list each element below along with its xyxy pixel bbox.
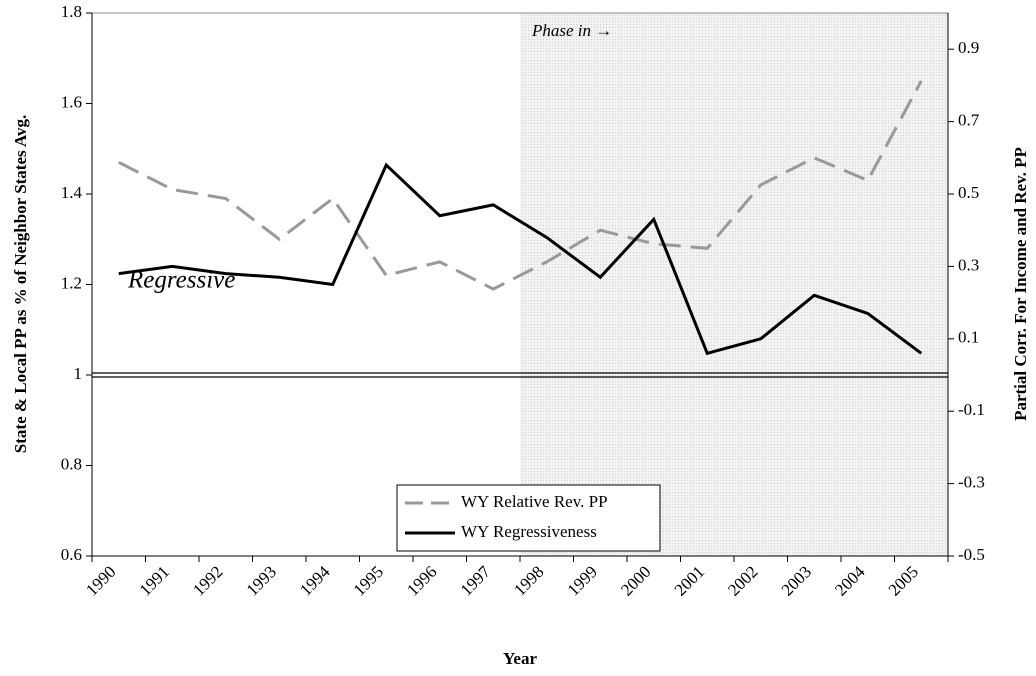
x-axis-label: Year [503,649,537,668]
y2-tick-label: -0.3 [958,473,985,492]
y2-tick-label: -0.5 [958,545,985,564]
legend-label: WY Relative Rev. PP [461,492,608,511]
x-tick-label: 2000 [617,562,654,599]
x-tick-label: 1992 [189,562,226,599]
x-tick-label: 2001 [671,562,708,599]
y2-axis-label: Partial Corr. For Income and Rev. PP [1011,147,1030,421]
annotation: Regressive [127,267,235,294]
y2-tick-label: 0.7 [958,111,980,130]
x-tick-label: 1994 [296,562,334,600]
x-tick-label: 1995 [350,562,387,599]
y2-tick-label: 0.3 [958,255,979,274]
y-tick-label: 0.6 [61,545,82,564]
x-tick-label: 2004 [831,562,869,600]
y-axis-label: State & Local PP as % of Neighbor States… [11,115,30,453]
annotation: Phase in → [531,21,612,40]
phase-in-region [520,13,948,556]
y-tick-label: 0.8 [61,454,82,473]
y-tick-label: 1 [74,364,83,383]
x-tick-label: 1996 [403,562,440,599]
x-tick-label: 1993 [243,562,280,599]
series-line [118,162,923,356]
y2-tick-label: 0.5 [958,183,979,202]
x-tick-label: 2005 [885,562,922,599]
y-tick-label: 1.6 [61,92,82,111]
y2-tick-label: 0.9 [958,38,979,57]
x-tick-label: 2003 [778,562,815,599]
x-tick-label: 1990 [82,562,119,599]
y-tick-label: 1.4 [61,183,83,202]
legend-label: WY Regressiveness [461,522,597,541]
y-tick-label: 1.2 [61,273,82,292]
y2-tick-label: 0.1 [958,328,979,347]
legend [396,484,661,552]
x-tick-label: 1997 [457,562,495,600]
y-tick-label: 1.8 [61,2,82,21]
x-tick-label: 1991 [136,562,173,599]
y2-tick-label: -0.1 [958,400,985,419]
series-line [118,80,923,291]
x-tick-label: 1998 [510,562,547,599]
x-tick-label: 2002 [724,562,761,599]
x-tick-label: 1999 [564,562,601,599]
